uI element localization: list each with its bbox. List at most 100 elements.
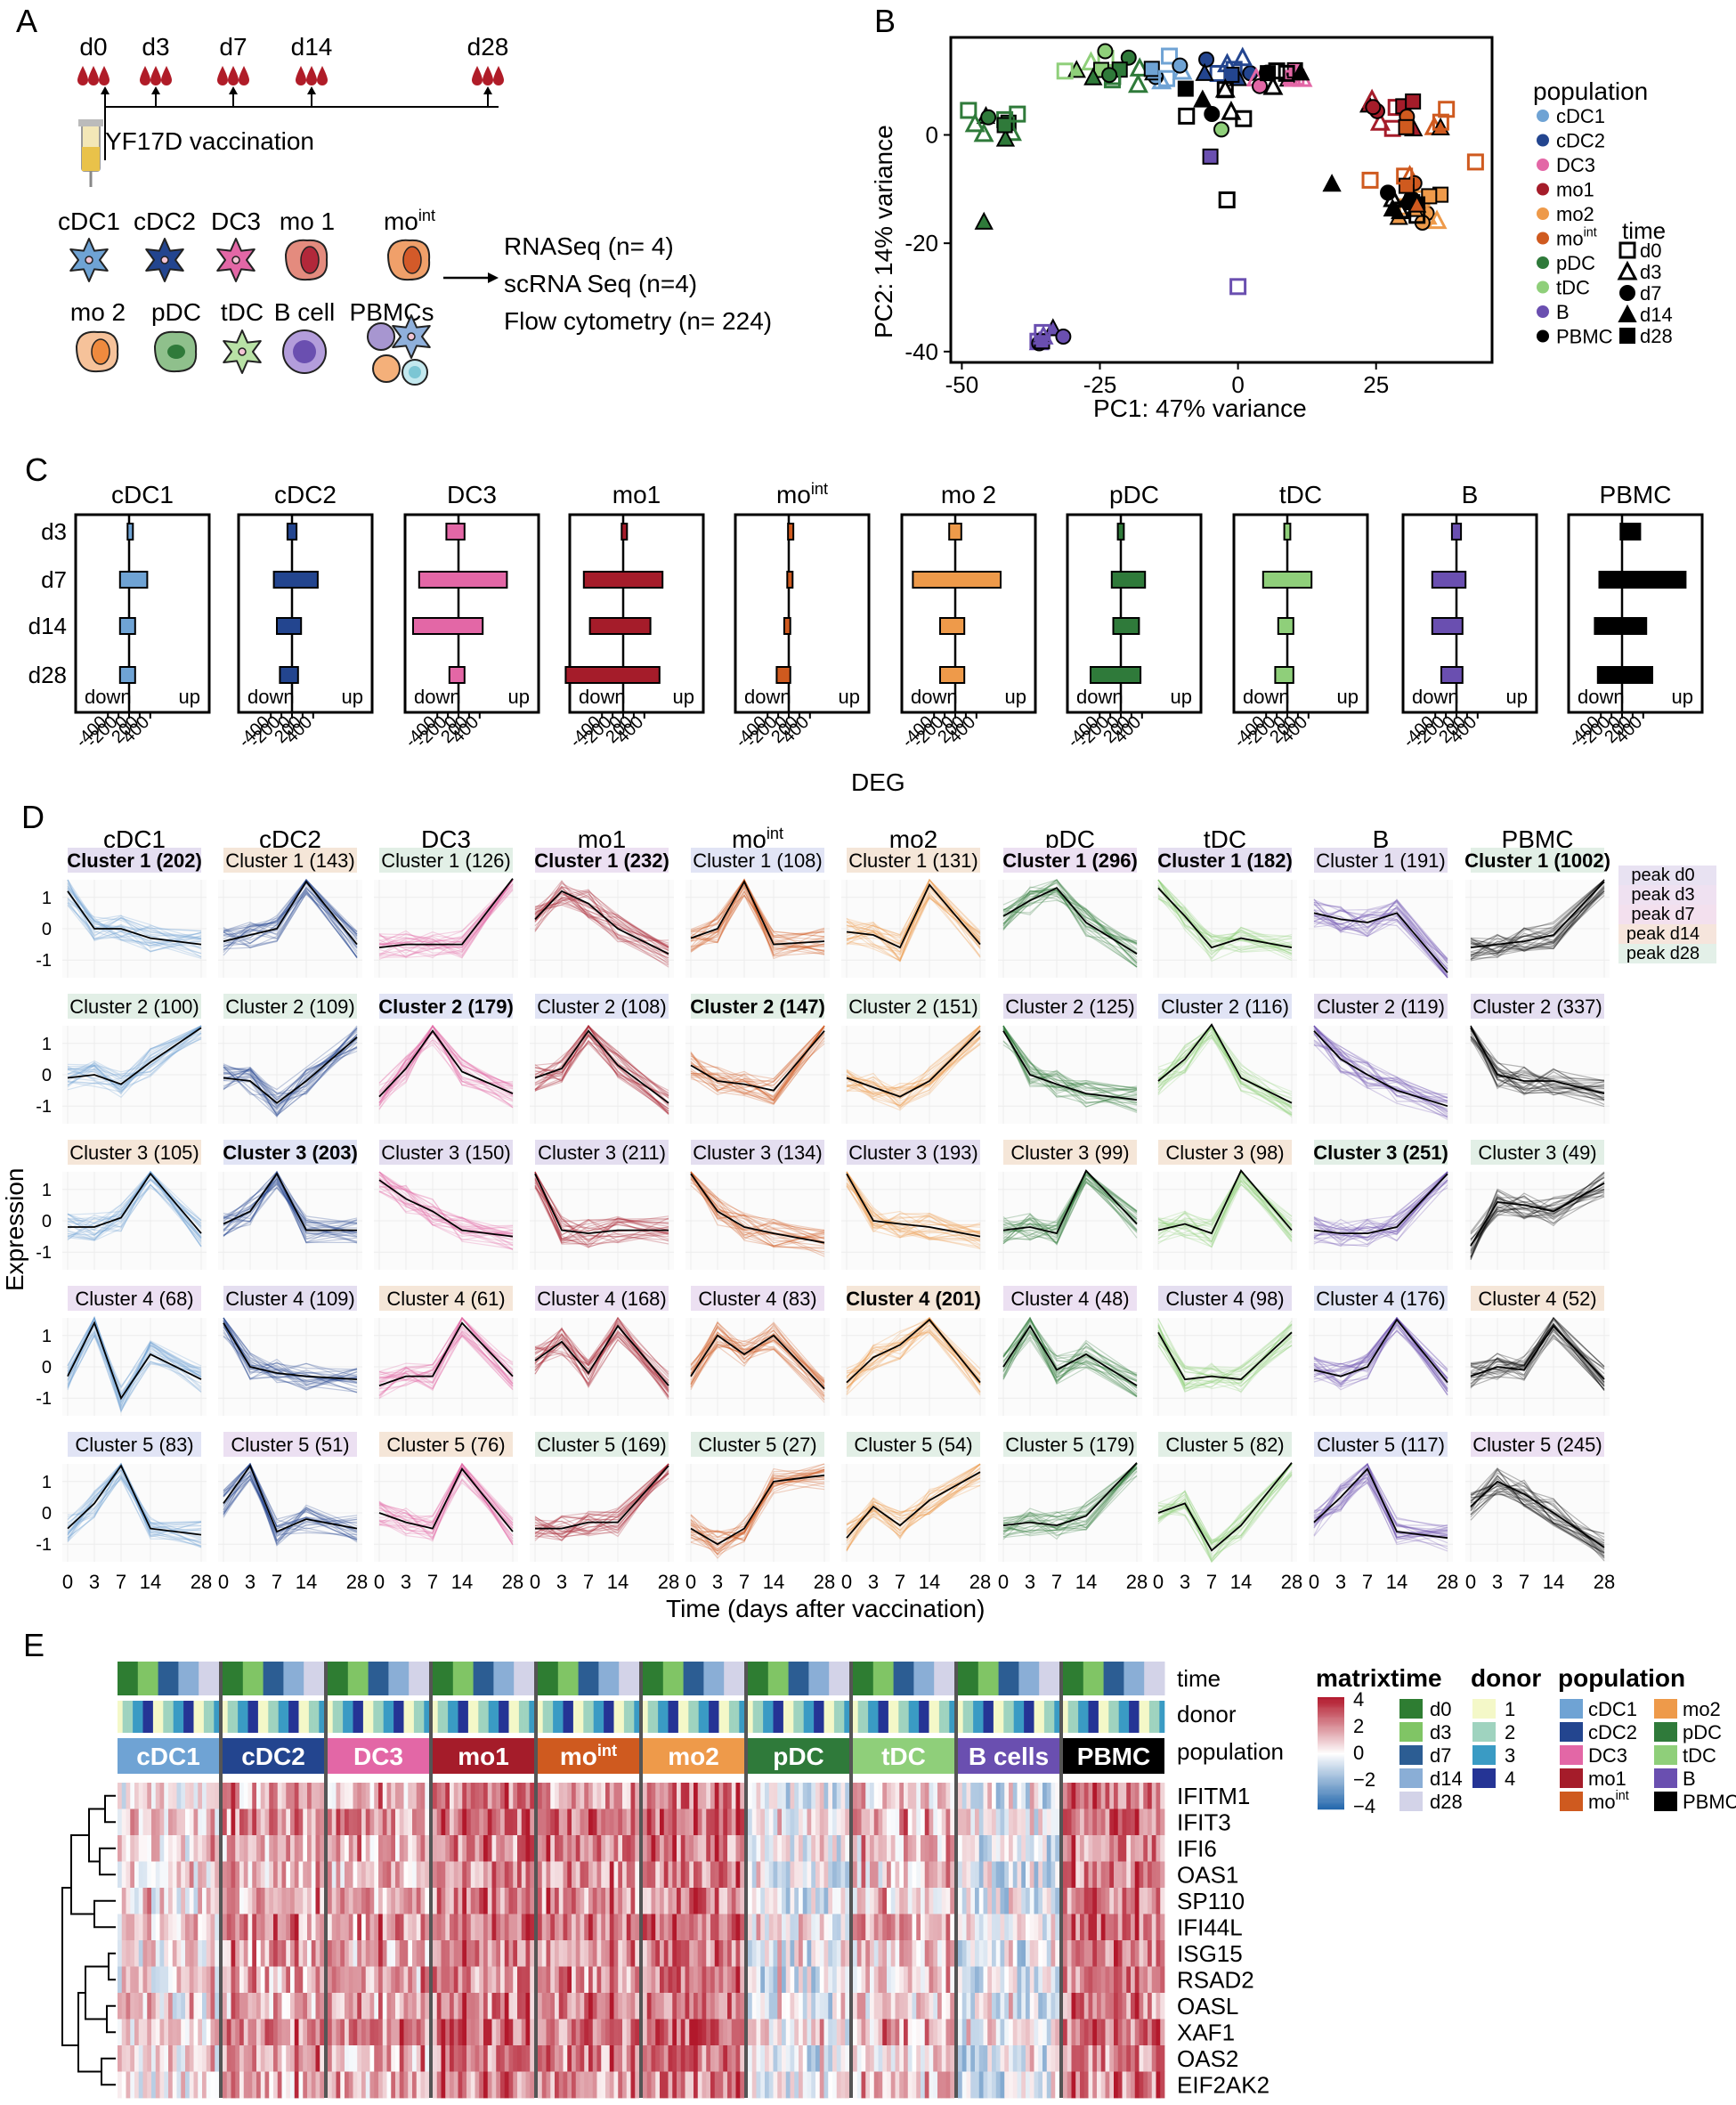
heatmap-cell <box>408 2045 413 2072</box>
heatmap-cell <box>462 1783 467 1809</box>
heatmap-cell <box>491 2071 497 2099</box>
heatmap-cell <box>142 1914 148 1941</box>
gene-trace <box>67 1316 202 1396</box>
gene-trace <box>223 879 358 946</box>
heatmap-cell <box>345 1888 350 1914</box>
pca-legend: cDC1cDC2DC3mo1mo2mointpDCtDCBPBMCd0d3d7d… <box>1537 105 1673 348</box>
gene-trace <box>1470 1194 1605 1232</box>
heatmap-cell <box>541 1888 547 1914</box>
heatmap-cell <box>811 1835 816 1862</box>
deg-bar-d28 <box>1090 666 1142 684</box>
gene-trace <box>534 1024 669 1096</box>
heatmap-cell <box>660 2019 665 2046</box>
heatmap-cell <box>206 1966 211 1994</box>
gene-trace <box>690 890 825 952</box>
donor-annotation-cell <box>588 1701 594 1733</box>
heatmap-cell <box>731 1835 736 1862</box>
heatmap-cell <box>823 1861 829 1889</box>
cluster-label-bg <box>1003 848 1137 873</box>
time-annotation-cell <box>378 1662 389 1695</box>
cluster-label: Cluster 3 (150) <box>381 1142 511 1164</box>
heatmap-cell <box>138 1783 143 1809</box>
cluster-label-bg <box>1471 1140 1604 1165</box>
marker-d3 <box>973 122 994 142</box>
heatmap-cell <box>198 1861 203 1889</box>
gene-trace <box>846 886 981 946</box>
deg-chart-title: DC3 <box>447 481 497 508</box>
heatmap-cell <box>315 1993 320 2020</box>
donor-annotation-cell <box>557 1701 564 1733</box>
heatmap-cell <box>453 1808 458 1836</box>
heatmap-cell <box>660 1861 665 1889</box>
pbmc-icon <box>367 322 395 351</box>
heatmap-cell <box>588 1835 594 1862</box>
cluster-mean-line <box>846 1318 981 1384</box>
gene-trace <box>534 1463 669 1534</box>
heatmap-cell <box>172 1993 177 2020</box>
heatmap-cell <box>273 1966 279 1994</box>
heatmap-cell <box>596 1835 602 1862</box>
heatmap-cell <box>563 1783 568 1809</box>
gene-trace <box>534 1176 669 1248</box>
gene-trace <box>223 892 358 949</box>
marker-d3 <box>1232 46 1253 67</box>
gene-trace <box>1157 1034 1293 1101</box>
x-tick-label: 14 <box>451 1571 473 1593</box>
heatmap-cell <box>799 2019 804 2046</box>
gene-trace <box>846 896 981 942</box>
heatmap-cell <box>286 1808 291 1836</box>
heatmap-cell <box>567 2071 572 2099</box>
heatmap-cell <box>374 1835 379 1862</box>
heatmap-cell <box>748 1835 753 1862</box>
heatmap-cell <box>273 1783 279 1809</box>
blood-drop-icon <box>161 66 172 85</box>
heatmap-cell <box>836 1888 841 1914</box>
heatmap-cell <box>466 2045 472 2072</box>
heatmap-cell <box>601 1993 606 2020</box>
heatmap-cell <box>256 1861 262 1889</box>
heatmap-cell <box>790 1861 795 1889</box>
cluster-mean-line <box>534 1029 669 1104</box>
gene-trace <box>690 1030 825 1101</box>
heatmap-cell <box>853 2045 858 2072</box>
heatmap-cell <box>273 1940 279 1967</box>
cluster-label: Cluster 3 (203) <box>223 1142 358 1164</box>
heatmap-cell <box>361 1914 367 1941</box>
gene-trace <box>534 1469 669 1538</box>
heatmap-cell <box>416 1966 421 1994</box>
heatmap-cell <box>799 1940 804 1967</box>
gene-trace <box>67 1025 202 1087</box>
heatmap-cell <box>294 2019 299 2046</box>
heatmap-cell <box>487 2071 492 2099</box>
heatmap-cell <box>890 1940 896 1967</box>
population-annotation-cDC2 <box>223 1738 324 1774</box>
gene-trace <box>690 1033 825 1086</box>
heatmap-cell <box>584 1914 589 1941</box>
donor-annotation-cell <box>238 1701 244 1733</box>
gene-trace <box>223 1462 358 1541</box>
gene-trace <box>1470 882 1605 955</box>
gene-trace <box>378 1462 514 1525</box>
heatmap-cell <box>685 1888 690 1914</box>
gene-trace <box>1313 898 1448 970</box>
heatmap-cell <box>458 1835 463 1862</box>
time-annotation-cell <box>863 1662 874 1695</box>
heatmap-cell <box>558 1861 564 1889</box>
heatmap-cell <box>845 1914 850 1941</box>
gene-trace <box>378 880 514 956</box>
heatmap-cell <box>546 1808 551 1836</box>
heatmap-cell <box>294 2071 299 2099</box>
heatmap-cell <box>856 1861 862 1889</box>
gene-trace <box>1002 1324 1138 1397</box>
time-annotation-cell <box>788 1662 799 1695</box>
gene-trace <box>1470 1025 1605 1088</box>
gene-trace <box>378 880 514 954</box>
heatmap-cell <box>929 1993 934 2020</box>
gene-trace <box>378 879 514 948</box>
gene-trace <box>534 1171 669 1243</box>
gene-trace <box>534 893 669 948</box>
gene-trace <box>846 1321 981 1386</box>
heatmap-cell <box>303 2071 308 2099</box>
heatmap-cell <box>172 1888 177 1914</box>
heatmap-cell <box>130 1861 135 1889</box>
